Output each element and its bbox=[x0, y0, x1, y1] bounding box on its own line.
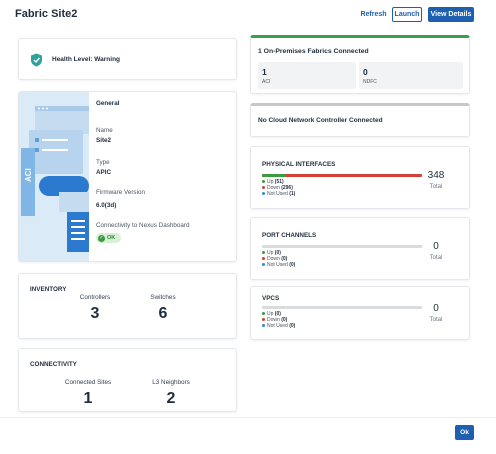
vpcs-title: VPCS bbox=[262, 295, 280, 302]
legend-up: Up (51) bbox=[262, 179, 284, 185]
legend-down: Down (0) bbox=[262, 317, 287, 323]
health-card: Health Level: Warning bbox=[18, 38, 237, 80]
port-channels-bar bbox=[262, 245, 422, 248]
health-level-text: Health Level: Warning bbox=[52, 56, 121, 63]
port-channels-total: 0 bbox=[433, 241, 439, 252]
illustration-aci-text: ACI bbox=[24, 168, 33, 182]
vpcs-bar bbox=[262, 306, 422, 309]
physical-interfaces-total-label: Total bbox=[429, 184, 443, 190]
vpcs-total-label: Total bbox=[429, 317, 443, 323]
connectivity-title: CONNECTIVITY bbox=[30, 361, 77, 368]
cloud-controller-title: No Cloud Network Controller Connected bbox=[258, 117, 383, 124]
up-dot-icon bbox=[262, 251, 265, 255]
name-value: Site2 bbox=[96, 137, 112, 144]
name-label: Name bbox=[96, 127, 113, 134]
physical-interfaces-up-fill bbox=[262, 174, 286, 177]
connected-sites-value: 1 bbox=[83, 390, 93, 407]
aci-illustration-icon: ACI bbox=[21, 106, 89, 252]
vpcs-card: VPCS Up (0) Down (0) Not Used (0) 0 Tota… bbox=[250, 286, 470, 340]
vpcs-total: 0 bbox=[433, 303, 439, 314]
legend-up: Up (0) bbox=[262, 311, 281, 317]
legend-not-used: Not Used (1) bbox=[262, 191, 295, 197]
physical-interfaces-card: PHYSICAL INTERFACES Up (51) Down (296) N… bbox=[250, 146, 470, 209]
legend-not-used: Not Used (0) bbox=[262, 323, 295, 329]
onprem-fabrics-card: 1 On-Premises Fabrics Connected 1 ACI 0 … bbox=[250, 35, 470, 94]
up-dot-icon bbox=[262, 312, 265, 316]
legend-down: Down (0) bbox=[262, 256, 287, 262]
port-channels-card: PORT CHANNELS Up (0) Down (0) Not Used (… bbox=[250, 217, 470, 280]
onprem-fabrics-title: 1 On-Premises Fabrics Connected bbox=[258, 48, 369, 55]
aci-label: ACI bbox=[262, 79, 271, 85]
ndfc-count-box: 0 NDFC bbox=[359, 62, 463, 89]
cloud-controller-card: No Cloud Network Controller Connected bbox=[250, 103, 470, 137]
site-illustration: ACI bbox=[19, 92, 89, 261]
type-label: Type bbox=[96, 159, 110, 166]
connected-sites-label: Connected Sites bbox=[64, 379, 112, 386]
legend-up: Up (0) bbox=[262, 250, 281, 256]
inventory-title: INVENTORY bbox=[30, 286, 67, 293]
aci-count-box: 1 ACI bbox=[258, 62, 356, 89]
connectivity-status-text: OK bbox=[107, 234, 116, 241]
physical-interfaces-title: PHYSICAL INTERFACES bbox=[262, 161, 336, 168]
launch-button[interactable]: Launch bbox=[392, 7, 422, 22]
down-dot-icon bbox=[262, 318, 265, 322]
firmware-label: Firmware Version bbox=[96, 189, 145, 196]
switches-label: Switches bbox=[150, 294, 176, 301]
ndfc-label: NDFC bbox=[363, 79, 377, 85]
view-details-button[interactable]: View Details bbox=[428, 7, 474, 22]
down-dot-icon bbox=[262, 257, 265, 261]
general-section-title: General bbox=[96, 100, 120, 107]
page-title: Fabric Site2 bbox=[15, 8, 78, 20]
aci-count: 1 bbox=[262, 67, 267, 77]
general-card: ACI General Name Site2 Type APIC Firmwar… bbox=[18, 91, 237, 262]
port-channels-title: PORT CHANNELS bbox=[262, 232, 317, 239]
connectivity-status-badge: ✓ OK bbox=[96, 233, 121, 243]
not-used-dot-icon bbox=[262, 192, 265, 196]
footer-divider bbox=[0, 417, 496, 418]
type-value: APIC bbox=[96, 169, 112, 176]
not-used-dot-icon bbox=[262, 324, 265, 328]
controllers-value: 3 bbox=[90, 305, 100, 322]
dialog-header: Fabric Site2 Refresh Launch View Details bbox=[0, 0, 496, 30]
connectivity-card: CONNECTIVITY Connected Sites 1 L3 Neighb… bbox=[18, 348, 237, 412]
connectivity-label: Connectivity to Nexus Dashboard bbox=[96, 222, 190, 229]
legend-not-used: Not Used (0) bbox=[262, 262, 295, 268]
physical-interfaces-down-fill bbox=[262, 174, 422, 177]
legend-down: Down (296) bbox=[262, 185, 293, 191]
port-channels-total-label: Total bbox=[429, 255, 443, 261]
up-dot-icon bbox=[262, 180, 265, 184]
physical-interfaces-bar bbox=[262, 174, 422, 177]
ndfc-count: 0 bbox=[363, 67, 368, 77]
not-used-dot-icon bbox=[262, 263, 265, 267]
firmware-value: 6.0(3d) bbox=[96, 202, 117, 209]
down-dot-icon bbox=[262, 186, 265, 190]
physical-interfaces-total: 348 bbox=[427, 170, 445, 181]
ok-button[interactable]: Ok bbox=[455, 425, 474, 440]
switches-value: 6 bbox=[158, 305, 168, 322]
shield-check-icon bbox=[31, 53, 42, 67]
refresh-button[interactable]: Refresh bbox=[357, 7, 390, 22]
l3-neighbors-label: L3 Neighbors bbox=[152, 379, 190, 386]
inventory-card: INVENTORY Controllers 3 Switches 6 bbox=[18, 273, 237, 339]
controllers-label: Controllers bbox=[79, 294, 111, 301]
check-circle-icon: ✓ bbox=[98, 234, 105, 242]
l3-neighbors-value: 2 bbox=[166, 390, 176, 407]
